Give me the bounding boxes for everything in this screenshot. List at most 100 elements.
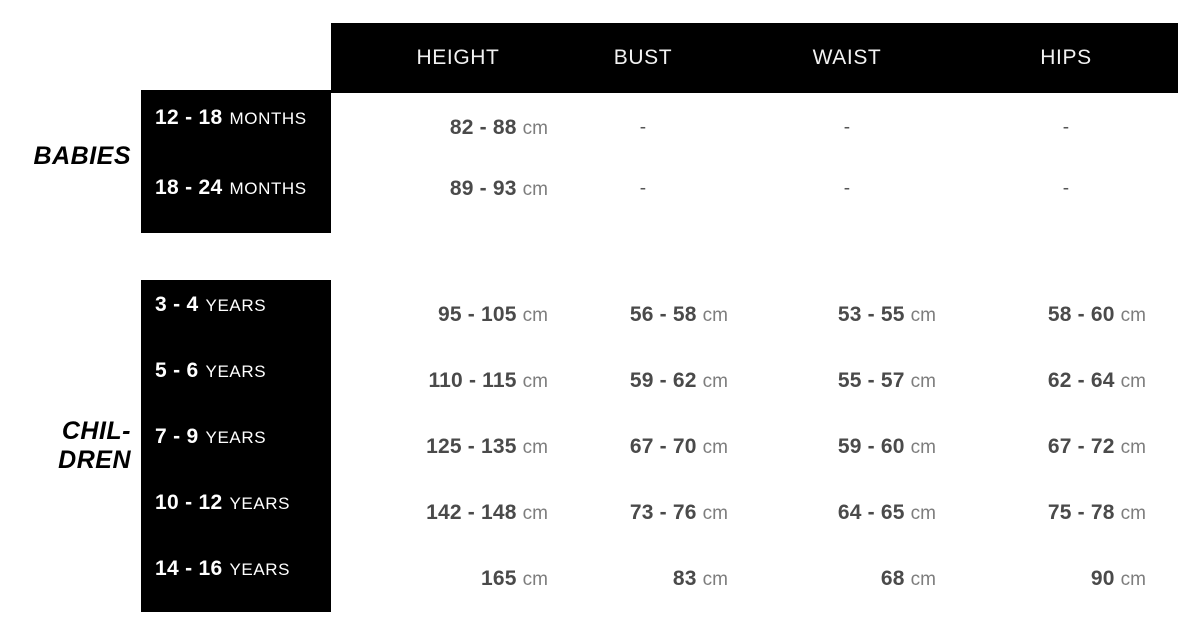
table-cell-bust: -: [558, 114, 728, 142]
cell-value: 62 - 64: [1047, 369, 1115, 392]
table-cell-height: 142 - 148 cm: [348, 499, 548, 527]
size-label: 5 - 6 YEARS: [155, 358, 266, 384]
children-size-block: [141, 280, 331, 612]
babies-size-block: [141, 90, 331, 233]
table-cell-hips: -: [981, 175, 1151, 203]
cell-unit: cm: [522, 305, 548, 326]
cell-value: 53 - 55: [837, 303, 905, 326]
cell-value: 83: [672, 567, 697, 590]
table-cell-waist: 68 cm: [762, 565, 936, 593]
table-cell-height: 165 cm: [348, 565, 548, 593]
table-cell-height: 95 - 105 cm: [348, 301, 548, 329]
size-unit: YEARS: [229, 560, 291, 579]
cell-value: 165: [481, 567, 517, 590]
table-cell-waist: -: [762, 114, 932, 142]
cell-value: 55 - 57: [837, 369, 905, 392]
table-cell-bust: 83 cm: [558, 565, 728, 593]
cell-unit: cm: [910, 305, 936, 326]
cell-value: 142 - 148: [426, 501, 517, 524]
cell-unit: cm: [702, 371, 728, 392]
size-unit: YEARS: [205, 296, 267, 315]
size-unit: YEARS: [205, 428, 267, 447]
cell-value: -: [843, 117, 851, 138]
column-header-hips: HIPS: [1040, 46, 1092, 69]
cell-unit: cm: [910, 503, 936, 524]
cell-unit: cm: [910, 569, 936, 590]
size-range: 18 - 24: [155, 176, 223, 199]
cell-value: 56 - 58: [629, 303, 697, 326]
table-cell-bust: 73 - 76 cm: [558, 499, 728, 527]
cell-value: 68: [880, 567, 905, 590]
table-cell-waist: -: [762, 175, 932, 203]
cell-unit: cm: [702, 437, 728, 458]
size-unit: MONTHS: [229, 179, 307, 198]
cell-value: 58 - 60: [1047, 303, 1115, 326]
table-cell-bust: 67 - 70 cm: [558, 433, 728, 461]
table-cell-hips: 62 - 64 cm: [976, 367, 1146, 395]
cell-unit: cm: [1120, 569, 1146, 590]
table-cell-bust: 59 - 62 cm: [558, 367, 728, 395]
size-range: 12 - 18: [155, 106, 223, 129]
cell-unit: cm: [702, 305, 728, 326]
table-cell-height: 110 - 115 cm: [348, 367, 548, 395]
size-label: 3 - 4 YEARS: [155, 292, 266, 318]
table-cell-hips: 67 - 72 cm: [976, 433, 1146, 461]
size-range: 10 - 12: [155, 491, 223, 514]
table-cell-hips: 90 cm: [976, 565, 1146, 593]
size-unit: MONTHS: [229, 109, 307, 128]
cell-value: 89 - 93: [449, 177, 517, 200]
cell-value: 73 - 76: [629, 501, 697, 524]
size-range: 3 - 4: [155, 293, 199, 316]
table-cell-hips: -: [981, 114, 1151, 142]
table-cell-bust: -: [558, 175, 728, 203]
cell-unit: cm: [910, 437, 936, 458]
cell-unit: cm: [1120, 371, 1146, 392]
column-header-bust: BUST: [613, 46, 673, 69]
cell-unit: cm: [522, 179, 548, 200]
table-cell-waist: 59 - 60 cm: [762, 433, 936, 461]
table-cell-bust: 56 - 58 cm: [558, 301, 728, 329]
group-label-children: CHIL- DREN: [58, 417, 131, 475]
column-header-waist: WAIST: [812, 46, 882, 69]
cell-value: -: [639, 117, 647, 138]
table-cell-hips: 58 - 60 cm: [976, 301, 1146, 329]
cell-value: -: [1062, 117, 1070, 138]
table-cell-height: 89 - 93 cm: [368, 175, 548, 203]
cell-unit: cm: [702, 503, 728, 524]
table-cell-hips: 75 - 78 cm: [976, 499, 1146, 527]
cell-unit: cm: [522, 118, 548, 139]
cell-value: 82 - 88: [449, 116, 517, 139]
cell-value: 90: [1090, 567, 1115, 590]
cell-unit: cm: [522, 437, 548, 458]
cell-unit: cm: [1120, 503, 1146, 524]
table-cell-waist: 55 - 57 cm: [762, 367, 936, 395]
cell-value: 59 - 60: [837, 435, 905, 458]
table-cell-height: 82 - 88 cm: [368, 114, 548, 142]
cell-value: 125 - 135: [426, 435, 517, 458]
cell-unit: cm: [1120, 305, 1146, 326]
size-range: 5 - 6: [155, 359, 199, 382]
cell-value: 67 - 72: [1047, 435, 1115, 458]
cell-value: -: [639, 178, 647, 199]
size-range: 7 - 9: [155, 425, 199, 448]
cell-value: 110 - 115: [428, 369, 517, 392]
column-header-height: HEIGHT: [416, 46, 500, 69]
cell-value: 75 - 78: [1047, 501, 1115, 524]
size-label: 14 - 16 YEARS: [155, 556, 290, 582]
cell-value: 67 - 70: [629, 435, 697, 458]
group-label-babies: BABIES: [34, 141, 131, 171]
group-label-line: DREN: [58, 446, 131, 474]
size-label: 7 - 9 YEARS: [155, 424, 266, 450]
group-label-line: BABIES: [33, 142, 131, 170]
table-cell-height: 125 - 135 cm: [348, 433, 548, 461]
cell-unit: cm: [522, 503, 548, 524]
cell-value: -: [843, 178, 851, 199]
size-unit: YEARS: [205, 362, 267, 381]
table-cell-waist: 64 - 65 cm: [762, 499, 936, 527]
size-range: 14 - 16: [155, 557, 223, 580]
size-label: 12 - 18 MONTHS: [155, 105, 307, 131]
size-label: 18 - 24 MONTHS: [155, 175, 307, 201]
cell-unit: cm: [910, 371, 936, 392]
table-cell-waist: 53 - 55 cm: [762, 301, 936, 329]
